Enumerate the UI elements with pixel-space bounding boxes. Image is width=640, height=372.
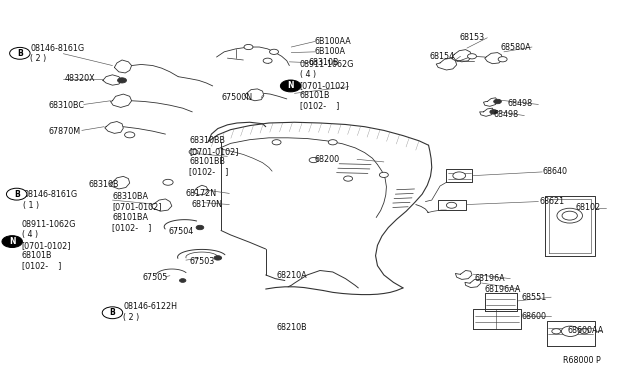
Circle shape (552, 329, 561, 334)
Text: 08146-8161G
( 1 ): 08146-8161G ( 1 ) (23, 190, 77, 210)
Text: 68621: 68621 (540, 197, 565, 206)
Circle shape (561, 326, 579, 336)
Text: 67500N: 67500N (221, 93, 253, 102)
Text: 68310B: 68310B (88, 180, 118, 189)
Circle shape (179, 279, 186, 282)
Text: 67504: 67504 (168, 227, 193, 236)
Circle shape (280, 80, 301, 92)
Circle shape (196, 225, 204, 230)
Text: 68172N: 68172N (186, 189, 217, 198)
Text: 67503: 67503 (189, 257, 214, 266)
Circle shape (189, 149, 198, 154)
Circle shape (10, 47, 30, 59)
Text: 48320X: 48320X (65, 74, 95, 83)
Text: 68498: 68498 (493, 110, 519, 119)
Circle shape (447, 202, 457, 208)
Text: 68154: 68154 (430, 52, 455, 61)
Text: B: B (17, 49, 23, 58)
Text: 68153: 68153 (460, 33, 484, 42)
Text: 6B100AA: 6B100AA (315, 37, 351, 46)
Text: 68600: 68600 (521, 312, 546, 321)
Text: 68551: 68551 (521, 293, 547, 302)
Text: 68310BB
[0701-0102]
68101BB
[0102-    ]: 68310BB [0701-0102] 68101BB [0102- ] (189, 136, 239, 176)
Circle shape (562, 211, 577, 220)
Circle shape (498, 57, 507, 62)
Text: B: B (109, 308, 115, 317)
Circle shape (467, 54, 476, 59)
Circle shape (214, 256, 221, 260)
Text: 68102: 68102 (575, 203, 600, 212)
Text: 68210A: 68210A (276, 271, 307, 280)
Text: 67870M: 67870M (49, 126, 81, 136)
Text: 68580A: 68580A (500, 42, 531, 51)
Circle shape (6, 188, 27, 200)
Text: 6B100A: 6B100A (315, 47, 346, 56)
Circle shape (272, 140, 281, 145)
Circle shape (163, 179, 173, 185)
Text: 67505: 67505 (143, 273, 168, 282)
Circle shape (269, 49, 278, 54)
Text: 68200: 68200 (315, 155, 340, 164)
Text: 68210B: 68210B (276, 323, 307, 332)
Circle shape (453, 172, 466, 179)
Circle shape (309, 157, 318, 163)
Text: B: B (14, 190, 20, 199)
Text: 68498: 68498 (507, 99, 532, 108)
Circle shape (244, 44, 253, 49)
Text: 68310BC: 68310BC (49, 101, 84, 110)
Circle shape (557, 208, 582, 223)
Circle shape (328, 140, 337, 145)
Circle shape (118, 78, 127, 83)
Text: 68310BA
[0701-0102]
68101BA
[0102-    ]: 68310BA [0701-0102] 68101BA [0102- ] (113, 192, 162, 232)
Circle shape (263, 58, 272, 63)
Text: N: N (9, 237, 15, 246)
Circle shape (493, 99, 501, 104)
Circle shape (102, 307, 123, 319)
Text: 68310B: 68310B (308, 58, 339, 67)
Circle shape (125, 132, 135, 138)
Text: 68640: 68640 (542, 167, 567, 176)
Circle shape (2, 235, 22, 247)
Text: 68196A: 68196A (474, 274, 505, 283)
Text: 68196AA: 68196AA (484, 285, 521, 294)
Text: 68170N: 68170N (191, 200, 222, 209)
Circle shape (580, 329, 589, 334)
Text: R68000 P: R68000 P (563, 356, 600, 365)
Text: 08911-1062G
( 4 )
[0701-0102]
68101B
[0102-    ]: 08911-1062G ( 4 ) [0701-0102] 68101B [01… (22, 220, 76, 270)
Text: 68600AA: 68600AA (568, 326, 604, 335)
Text: 08146-6122H
( 2 ): 08146-6122H ( 2 ) (124, 302, 177, 322)
Circle shape (380, 172, 388, 177)
Text: 08911-1062G
( 4 )
[0701-0102]
68101B
[0102-    ]: 08911-1062G ( 4 ) [0701-0102] 68101B [01… (300, 60, 354, 110)
Circle shape (490, 110, 497, 114)
Text: 08146-8161G
( 2 ): 08146-8161G ( 2 ) (30, 44, 84, 63)
Text: N: N (287, 81, 294, 90)
Circle shape (344, 176, 353, 181)
